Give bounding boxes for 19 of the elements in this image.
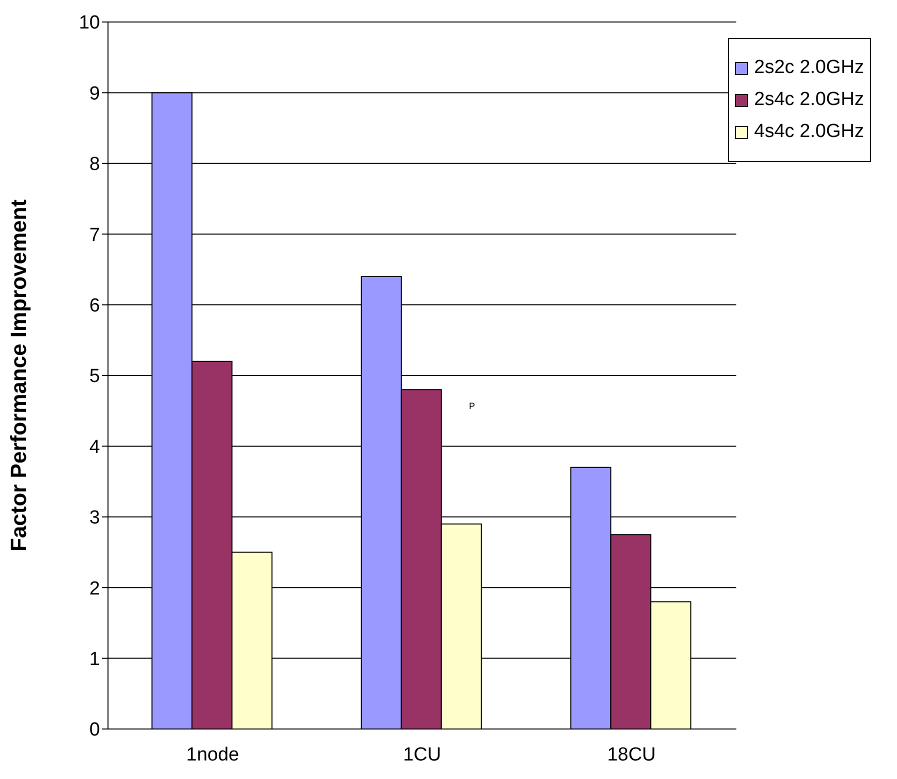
x-tick-label: 1node	[186, 744, 240, 766]
y-tick-label: 9	[89, 83, 100, 104]
y-tick-label: 0	[89, 720, 100, 741]
legend-label: 4s4c 2.0GHz	[754, 121, 864, 143]
y-tick-label: 5	[89, 366, 100, 388]
annotation: P	[469, 401, 476, 411]
x-tick-label: 18CU	[607, 744, 656, 766]
y-tick-label: 2	[89, 578, 100, 600]
y-tick-label: 4	[89, 436, 100, 458]
legend-label: 2s4c 2.0GHz	[754, 89, 864, 111]
x-tick-label: 1CU	[403, 744, 442, 766]
legend-label: 2s2c 2.0GHz	[754, 57, 864, 79]
y-tick-label: 7	[89, 224, 100, 246]
y-tick-label: 8	[89, 154, 100, 176]
y-axis-title: Factor Performance Improvement	[6, 198, 31, 552]
y-tick-label: 6	[89, 296, 100, 317]
y-tick-label: 3	[89, 508, 100, 529]
y-tick-label: 10	[78, 12, 100, 34]
y-tick-label: 1	[89, 649, 100, 670]
